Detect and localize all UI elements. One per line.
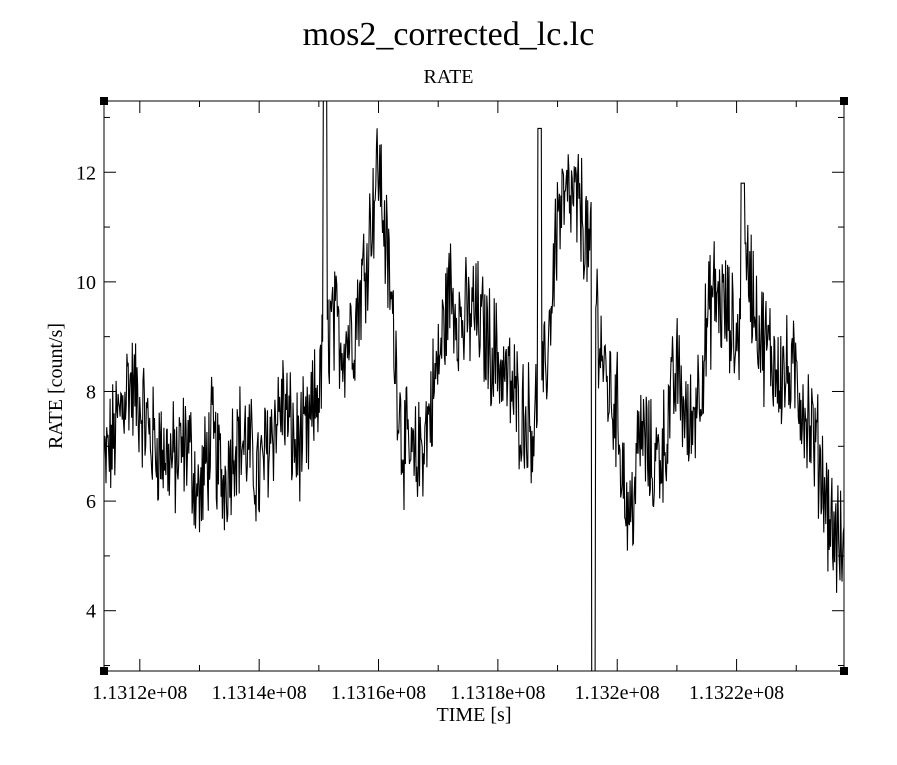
chart-title: mos2_corrected_lc.lc	[302, 16, 595, 53]
x-tick-label: 1.1318e+08	[450, 682, 545, 704]
rate-series-line	[103, 100, 845, 672]
corner-handle-4	[840, 667, 848, 675]
x-tick-label: 1.1312e+08	[92, 682, 187, 704]
y-axis-label: RATE [count/s]	[45, 323, 67, 449]
axis-ticks	[104, 101, 844, 671]
plot-frame	[103, 100, 845, 672]
y-tick-label: 10	[76, 272, 96, 294]
y-tick-label: 12	[76, 162, 96, 184]
x-axis-label: TIME [s]	[437, 704, 512, 726]
x-tick-label: 1.132e+08	[575, 682, 660, 704]
y-tick-label: 6	[86, 491, 96, 513]
corner-handle-2	[840, 97, 848, 105]
y-tick-label: 4	[86, 601, 96, 623]
x-tick-label: 1.1314e+08	[212, 682, 307, 704]
corner-handle-3	[100, 667, 108, 675]
frame-corner-handles	[100, 97, 848, 675]
axis-tick-labels: 1.1312e+08 1.1314e+08 1.1316e+08 1.1318e+08…	[76, 162, 784, 704]
corner-handle-1	[100, 97, 108, 105]
chart-subtitle: RATE	[423, 66, 474, 88]
x-tick-label: 1.1316e+08	[331, 682, 426, 704]
y-tick-label: 8	[86, 381, 96, 403]
x-tick-label: 1.1322e+08	[689, 682, 784, 704]
